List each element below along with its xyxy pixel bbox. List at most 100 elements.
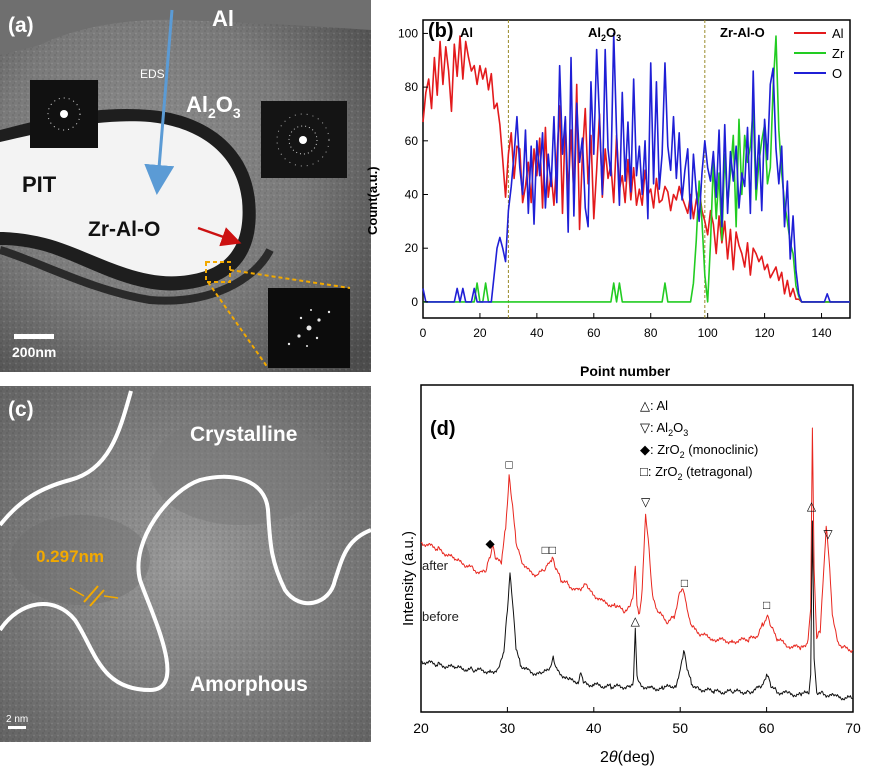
y-tick-label: 20 <box>405 241 419 255</box>
x-tick-label: 100 <box>698 326 718 340</box>
crystalline-domain-2 <box>10 515 150 605</box>
al-label: Al <box>212 6 234 31</box>
zoom-line-1 <box>207 281 269 369</box>
chart-d-plot-frame <box>420 384 854 713</box>
crystalline-label: Crystalline <box>190 423 297 446</box>
al2o3-label: Al2O3 <box>186 92 241 121</box>
x-tick-label: 50 <box>672 720 688 736</box>
saed-2-center <box>299 136 307 144</box>
boundary-line-1 <box>0 390 133 527</box>
chart-d-peak-markers: ◆□□□△▽□□△▽ <box>486 457 834 628</box>
chart-b-xlabel: Point number <box>580 363 671 379</box>
peak-marker: □□ <box>542 543 557 557</box>
series-label-after: after <box>422 558 449 573</box>
chart-b-x-ticks: 0 20 40 60 80 100 120 140 <box>420 313 832 340</box>
y-tick-label: 40 <box>405 188 419 202</box>
y-tick-label: 0 <box>411 295 418 309</box>
x-tick-label: 40 <box>586 720 602 736</box>
peak-marker: ◆ <box>486 537 496 551</box>
chart-b-eds-linescan: 0 20 40 60 80 100 120 140 0 20 40 60 80 100 (b) Al A… <box>365 19 851 379</box>
legend-entry: □: ZrO2 (tetragonal) <box>640 464 753 482</box>
chart-b-legend: Al Zr O <box>794 26 845 81</box>
chart-d-series <box>420 427 854 701</box>
crystalline-domain-1 <box>150 415 330 525</box>
hrtem-texture <box>0 386 371 742</box>
region-label-zr-al-o: Zr-Al-O <box>720 25 765 40</box>
series-al-line <box>422 35 850 303</box>
y-tick-label: 80 <box>405 80 419 94</box>
peak-marker: □ <box>506 457 513 471</box>
spacing-label: 0.297nm <box>36 547 104 566</box>
x-tick-label: 20 <box>413 720 429 736</box>
panel-c: (c) Crystalline 0.297nm Amorphous 2 nm <box>0 386 372 742</box>
zr-al-o-label: Zr-Al-O <box>88 218 160 241</box>
eds-scan-arrow <box>144 9 175 195</box>
series-o-line <box>422 32 850 303</box>
legend-label-o: O <box>832 66 842 81</box>
scale-bar-a <box>14 334 54 339</box>
lower-oxide-band <box>0 246 274 305</box>
panel-d-tag: (d) <box>430 418 456 440</box>
saed-3-spots <box>287 309 331 347</box>
chart-b-y-ticks: 0 20 40 60 80 100 <box>398 26 428 309</box>
peak-marker: △ <box>631 614 641 628</box>
region-label-al2o3: Al2O3 <box>588 25 621 43</box>
chart-d-xrd: ◆□□□△▽□□△▽ 20 30 40 50 60 70 (d) △: Al▽: Al2O… <box>400 384 861 766</box>
series-after-line <box>420 427 854 653</box>
pit-region <box>0 121 243 277</box>
legend-entry: ▽: Al2O3 <box>640 420 688 438</box>
chart-b-series <box>422 32 850 303</box>
spacing-arrow-1 <box>69 587 85 597</box>
eds-label: EDS <box>140 67 165 81</box>
x-tick-label: 60 <box>759 720 775 736</box>
panel-c-tag: (c) <box>8 398 34 421</box>
y-tick-label: 100 <box>398 26 418 40</box>
legend-entry: ◆: ZrO2 (monoclinic) <box>640 442 758 460</box>
series-label-before: before <box>422 609 459 624</box>
zr-al-o-arrow <box>197 226 242 247</box>
legend-label-zr: Zr <box>832 46 845 61</box>
legend-entry: △: Al <box>640 398 668 413</box>
scale-bar-c <box>8 726 26 729</box>
region-label-al: Al <box>460 25 473 40</box>
zoom-line-2 <box>229 269 351 289</box>
panel-a: EDS (a) Al Al2O3 PIT Zr-Al-O 200nm <box>0 0 371 372</box>
saed-1-center <box>60 110 68 118</box>
x-tick-label: 80 <box>644 326 658 340</box>
scale-label-c: 2 nm <box>6 714 28 725</box>
boundary-line-2 <box>0 474 372 693</box>
al-region <box>0 0 371 55</box>
saed-2-ring-1 <box>288 125 318 155</box>
amorphous-label: Amorphous <box>190 673 308 696</box>
panel-a-tag: (a) <box>8 14 34 37</box>
spacing-mark-2 <box>89 589 105 607</box>
panel-b-tag: (b) <box>428 20 454 42</box>
x-tick-label: 70 <box>845 720 861 736</box>
saed-1-ring <box>47 97 81 131</box>
zoom-box <box>205 261 231 283</box>
saed-2-ring-2 <box>276 113 330 167</box>
spacing-arrow-2 <box>103 595 119 599</box>
series-zr-line <box>423 35 850 303</box>
x-tick-label: 140 <box>812 326 832 340</box>
scale-label-a: 200nm <box>12 344 56 360</box>
x-tick-label: 60 <box>587 326 601 340</box>
spacing-mark-1 <box>83 585 99 603</box>
legend-label-al: Al <box>832 26 844 41</box>
series-before-line <box>421 520 853 701</box>
peak-marker: △ <box>807 499 817 513</box>
chart-d-legend: △: Al ▽: Al2O3 ◆: ZrO2 (monoclinic) □: ZrO2… <box>640 398 758 482</box>
y-tick-label: 60 <box>405 134 419 148</box>
x-tick-label: 0 <box>420 326 427 340</box>
x-tick-label: 40 <box>530 326 544 340</box>
x-tick-label: 120 <box>755 326 775 340</box>
chart-b-ylabel: Count(a.u.) <box>365 166 380 235</box>
peak-marker: □ <box>763 598 770 612</box>
chart-d-x-ticks: 20 30 40 50 60 70 <box>413 707 861 736</box>
x-tick-label: 30 <box>500 720 516 736</box>
peak-marker: ▽ <box>641 495 651 509</box>
chart-d-xlabel: 2θ(deg) <box>600 749 655 766</box>
peak-marker: □ <box>681 576 688 590</box>
peak-marker: ▽ <box>823 527 833 541</box>
